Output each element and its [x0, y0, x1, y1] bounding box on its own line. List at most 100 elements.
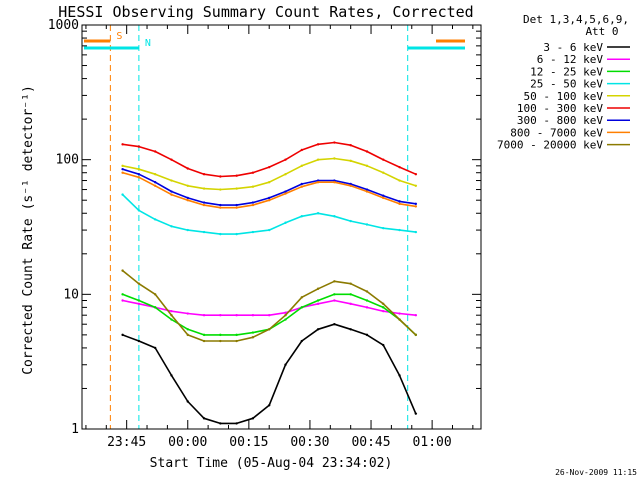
data-point	[316, 143, 320, 146]
data-point	[284, 363, 287, 366]
data-point	[251, 171, 255, 174]
data-point	[170, 318, 173, 321]
data-point	[137, 176, 141, 179]
series-line	[122, 157, 417, 191]
data-point	[137, 299, 141, 302]
data-point	[121, 269, 124, 272]
data-point	[365, 188, 369, 191]
data-point	[235, 339, 238, 343]
data-point	[268, 228, 271, 232]
data-point	[153, 306, 157, 309]
data-point	[414, 172, 418, 176]
data-point	[202, 313, 206, 317]
data-point	[414, 230, 418, 234]
data-point	[235, 333, 238, 337]
data-point	[186, 167, 189, 170]
data-point	[316, 302, 320, 306]
data-point	[251, 185, 255, 188]
data-point	[398, 202, 401, 206]
legend-entry-label: 800 - 7000 keV	[510, 126, 603, 139]
data-point	[202, 203, 206, 207]
y-axis-label: Corrected Count Rate (s⁻¹ detector⁻¹)	[21, 85, 36, 375]
series-line	[122, 323, 417, 425]
data-point	[284, 172, 287, 176]
data-point	[121, 143, 124, 146]
data-point	[170, 225, 173, 228]
data-point	[382, 306, 385, 309]
x-tick-label: 01:00	[413, 435, 452, 450]
data-point	[333, 181, 336, 184]
data-point	[153, 346, 157, 350]
y-tick-label: 1000	[48, 18, 79, 33]
data-point	[219, 422, 222, 425]
data-point	[382, 171, 385, 174]
data-point	[170, 313, 173, 317]
data-point	[414, 184, 418, 187]
data-point	[251, 417, 255, 420]
data-point	[268, 165, 271, 169]
annotation-S-label: S	[116, 31, 122, 42]
data-point	[186, 333, 189, 337]
data-point	[365, 164, 369, 168]
data-point	[333, 179, 336, 182]
data-point	[170, 158, 173, 161]
data-point	[235, 187, 238, 190]
data-point	[202, 187, 206, 190]
data-point	[186, 312, 189, 315]
chart-title: HESSI Observing Summary Count Rates, Cor…	[58, 3, 473, 21]
data-point	[170, 309, 173, 313]
data-point	[333, 323, 336, 326]
legend-entry-label: 25 - 50 keV	[530, 78, 603, 91]
data-point	[186, 228, 189, 232]
data-point	[219, 313, 222, 317]
data-point	[251, 336, 255, 339]
data-point	[202, 201, 206, 204]
data-point	[153, 150, 157, 153]
x-axis-label: Start Time (05-Aug-04 23:34:02)	[150, 456, 393, 471]
data-point	[398, 179, 401, 182]
data-point	[414, 333, 418, 337]
legend-entry-label: 6 - 12 keV	[537, 53, 604, 66]
data-point	[316, 158, 320, 161]
date-stamp: 26-Nov-2009 11:15	[555, 468, 637, 477]
data-point	[382, 158, 385, 161]
data-point	[398, 374, 401, 377]
y-axis: 1 10 100 1000	[48, 18, 481, 437]
data-point	[137, 172, 141, 176]
data-point	[300, 182, 303, 186]
data-point	[365, 299, 369, 302]
data-point	[121, 193, 124, 196]
data-point	[382, 343, 385, 347]
data-point	[202, 230, 206, 234]
data-point	[235, 206, 238, 209]
data-point	[235, 232, 238, 236]
data-point	[284, 313, 287, 317]
data-point	[202, 333, 206, 337]
data-point	[365, 190, 369, 193]
data-point	[382, 194, 385, 197]
data-point	[268, 404, 271, 407]
y-tick-label: 1	[71, 422, 79, 437]
data-point	[284, 318, 287, 321]
data-point	[414, 205, 418, 208]
x-tick-label: 23:45	[107, 435, 146, 450]
legend-header-line-2: Att 0	[585, 25, 618, 38]
data-point	[349, 159, 352, 163]
data-point	[365, 290, 369, 293]
data-point	[121, 164, 124, 168]
data-point	[398, 318, 401, 321]
data-point	[333, 215, 336, 218]
data-point	[333, 293, 336, 296]
data-point	[235, 313, 238, 317]
data-point	[251, 201, 255, 204]
data-point	[268, 181, 271, 184]
data-point	[121, 299, 124, 302]
legend-entry-label: 3 - 6 keV	[543, 41, 603, 54]
data-point	[365, 306, 369, 309]
data-point	[251, 203, 255, 207]
data-point	[365, 333, 369, 337]
legend-entry-label: 100 - 300 keV	[517, 102, 603, 115]
data-point	[333, 299, 336, 302]
